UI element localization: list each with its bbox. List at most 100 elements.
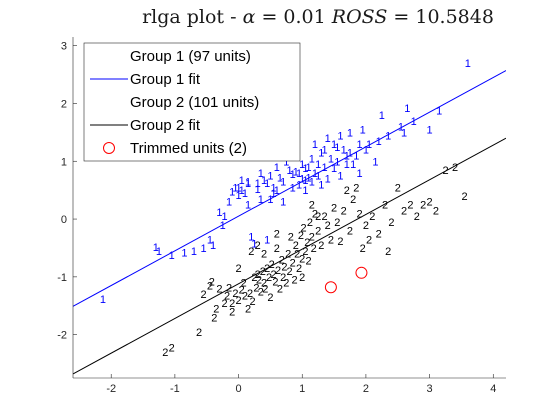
group-2-point: 2	[241, 278, 247, 290]
y-tick-label: 2	[61, 98, 67, 110]
group-1-point: 1	[353, 150, 359, 162]
group-2-point: 2	[292, 275, 298, 287]
group-2-point: 2	[258, 286, 264, 298]
group-2-point: 2	[344, 185, 350, 197]
group-1-point: 1	[401, 127, 407, 139]
chart-title: rlga plot - α = 0.01 ROSS = 10.5848	[142, 6, 494, 28]
group-2-point: 2	[315, 211, 321, 223]
group-2-point: 2	[363, 220, 369, 232]
group-1-point: 1	[325, 133, 331, 145]
group-2-point: 2	[299, 253, 305, 265]
group-2-point: 2	[433, 205, 439, 217]
group-1-point: 1	[341, 145, 347, 157]
group-1-point: 1	[239, 185, 245, 197]
group-2-point: 2	[213, 304, 219, 316]
group-1-point: 1	[229, 186, 235, 198]
group-1-point: 1	[427, 124, 433, 136]
group-1-point: 1	[264, 234, 270, 246]
group-2-point: 2	[293, 240, 299, 252]
group-2-point: 2	[337, 236, 343, 248]
group-2-point: 2	[452, 162, 458, 174]
group-2-point: 2	[304, 237, 310, 249]
group-2-point: 2	[260, 266, 266, 278]
legend-label: Group 1 fit	[130, 71, 201, 88]
group-1-point: 1	[216, 207, 222, 219]
group-2-point: 2	[283, 278, 289, 290]
legend-circle-sample	[103, 142, 115, 154]
group-1-point: 1	[337, 171, 343, 183]
group-2-point: 2	[216, 283, 222, 295]
group-2-point: 2	[248, 246, 254, 258]
group-2-point: 2	[309, 200, 315, 212]
group-1-point: 1	[309, 153, 315, 165]
group-1-point: 1	[293, 167, 299, 179]
group-2-point: 2	[251, 272, 257, 284]
axis-ticks: -2 -1 0 1 2 3 4 -2 -1 0 1 2 3	[57, 41, 496, 395]
group-2-point: 2	[306, 256, 312, 268]
group-2-point: 2	[239, 285, 245, 297]
group-1-point: 1	[290, 182, 296, 194]
group-2-point: 2	[328, 234, 334, 246]
group-2-point: 2	[296, 263, 302, 275]
group-1-point: 1	[169, 250, 175, 262]
group-1-point: 1	[232, 182, 238, 194]
group-2-point: 2	[275, 265, 281, 277]
group-2-point: 2	[209, 276, 215, 288]
group-1-point: 1	[318, 148, 324, 160]
group-1-point: 1	[100, 294, 106, 306]
group-1-point: 1	[344, 150, 350, 162]
group-2-point: 2	[347, 226, 353, 238]
group-1-point: 1	[347, 148, 353, 160]
group-2-point: 2	[290, 257, 296, 269]
group-2-point: 2	[211, 312, 217, 324]
group-2-point: 2	[281, 261, 287, 273]
x-tick-label: 4	[490, 383, 496, 395]
group-2-point: 2	[382, 200, 388, 212]
group-2-point: 2	[256, 275, 262, 287]
group-1-point: 1	[321, 145, 327, 157]
fit-line-2	[73, 137, 506, 375]
group-1-point: 1	[261, 175, 267, 187]
group-1-point: 1	[280, 197, 286, 209]
group-1-point: 1	[274, 185, 280, 197]
group-1-point: 1	[360, 124, 366, 136]
group-1-point: 1	[372, 156, 378, 168]
group-1-point: 1	[306, 162, 312, 174]
group-2-point: 2	[200, 289, 206, 301]
group-2-point: 2	[235, 263, 241, 275]
group-1-point: 1	[398, 122, 404, 134]
x-tick-label: 3	[427, 383, 433, 395]
group-2-point: 2	[280, 272, 286, 284]
group-2-point: 2	[274, 243, 280, 255]
group-2-point: 2	[350, 194, 356, 206]
group-2-point: 2	[385, 246, 391, 258]
group-1-point: 1	[376, 136, 382, 148]
group-2-point: 2	[356, 208, 362, 220]
group-2-point: 2	[229, 307, 235, 319]
group-1-point: 1	[207, 234, 213, 246]
group-1-point: 1	[350, 159, 356, 171]
group-2-point: 2	[224, 290, 230, 302]
fit-line-1	[73, 70, 506, 307]
group-2-point: 2	[341, 205, 347, 217]
group-1-point: 1	[328, 153, 334, 165]
group-1-point: 1	[245, 176, 251, 188]
group-2-point: 2	[315, 226, 321, 238]
group-2-point: 2	[261, 249, 267, 261]
group-2-point: 2	[309, 231, 315, 243]
fit-lines	[73, 70, 506, 375]
group-1-point: 1	[153, 242, 159, 254]
group-2-point: 2	[250, 296, 256, 308]
y-tick-label: -2	[57, 330, 67, 342]
group-1-point: 1	[156, 246, 162, 258]
group-2-point: 2	[376, 229, 382, 241]
group-1-point: 1	[258, 168, 264, 180]
group-2-point: 2	[321, 211, 327, 223]
group-2-point: 2	[242, 290, 248, 302]
group-1-point: 1	[255, 178, 261, 190]
group-1-point: 1	[277, 172, 283, 184]
group-1-point: 1	[220, 220, 226, 232]
group-2-point: 2	[226, 282, 232, 294]
group-2-point: 2	[366, 234, 372, 246]
group-1-point: 1	[302, 185, 308, 197]
